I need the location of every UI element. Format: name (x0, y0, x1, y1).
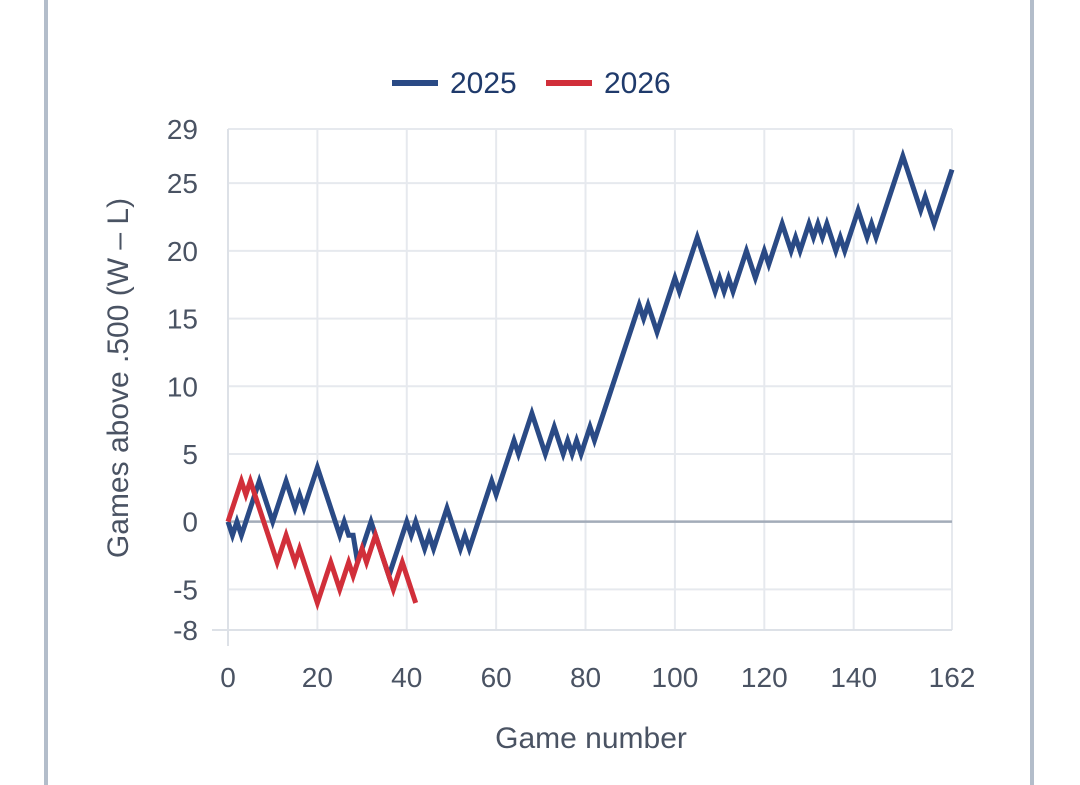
y-tick-label: 5 (182, 439, 198, 470)
y-tick-label: -5 (173, 574, 198, 605)
x-axis-title: Game number (495, 722, 687, 755)
y-axis-title: Games above .500 (W – L) (102, 198, 135, 558)
x-tick-label: 0 (220, 662, 236, 693)
x-tick-label: 140 (830, 662, 877, 693)
legend-label: 2025 (450, 67, 517, 100)
legend: 2025 2026 (392, 67, 671, 100)
x-tick-label: 162 (929, 662, 976, 693)
y-tick-label: 25 (167, 168, 198, 199)
series-line-2025 (225, 148, 955, 584)
x-tick-label: 20 (302, 662, 333, 693)
right-frame-border (1030, 0, 1034, 785)
legend-item-2026: 2026 (546, 67, 671, 100)
y-tick-label: 29 (167, 114, 198, 145)
y-axis-ticks: -8 -5 0 5 10 15 20 25 29 (167, 114, 198, 646)
grid-lines (212, 128, 953, 646)
series-line-2026 (225, 473, 419, 611)
y-tick-label: 0 (182, 507, 198, 538)
legend-item-2025: 2025 (392, 67, 517, 100)
y-tick-label: 20 (167, 236, 198, 267)
legend-label: 2026 (604, 67, 671, 100)
x-tick-label: 80 (570, 662, 601, 693)
y-tick-label: 10 (167, 371, 198, 402)
series-lines (225, 148, 955, 611)
y-tick-label: 15 (167, 304, 198, 335)
x-tick-label: 100 (652, 662, 699, 693)
x-tick-label: 40 (391, 662, 422, 693)
left-frame-border (44, 0, 48, 785)
x-tick-label: 120 (741, 662, 788, 693)
x-tick-label: 60 (481, 662, 512, 693)
y-tick-label: -8 (173, 615, 198, 646)
x-axis-ticks: 0 20 40 60 80 100 120 140 162 (220, 662, 975, 693)
